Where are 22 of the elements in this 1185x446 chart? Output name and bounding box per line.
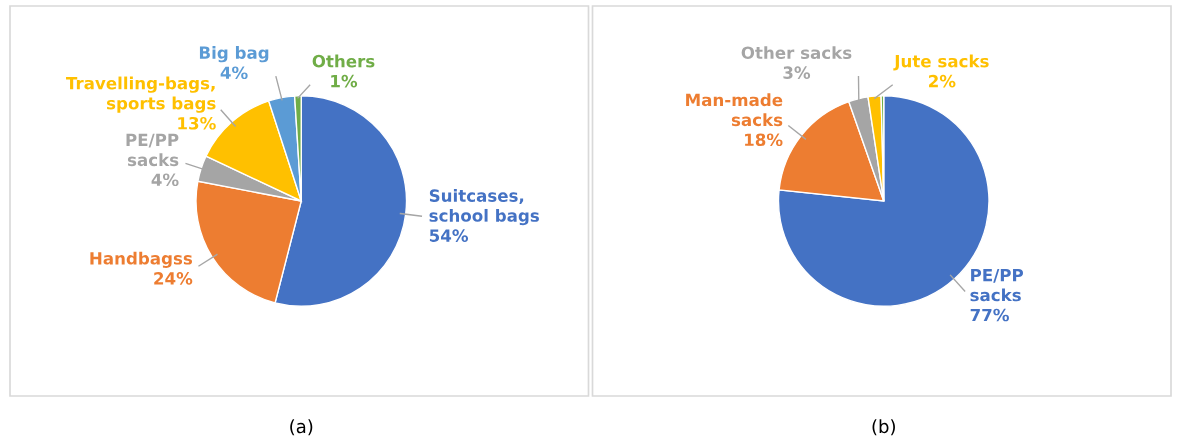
text: (a) [290,419,313,436]
data-label: 24% [154,272,193,285]
slice-label: Suitcases, school bags [429,189,539,226]
data-label: 4% [220,66,248,80]
data-label: 4% [151,173,179,187]
data-label: 3% [783,66,811,79]
text: (b) [872,419,895,436]
slice-label: Man-made sacks [686,93,783,127]
slice-label: Others [312,54,375,68]
slice-label: PE/PP sacks [126,133,179,167]
data-label: 13% [178,116,216,130]
data-label: 18% [745,133,783,147]
slice-label: Travelling-bags, sports bags [66,76,216,113]
data-label: 54% [429,229,469,242]
slice-label: Jute sacks [893,54,989,71]
slice-label: Handbagss [90,251,193,268]
slice-label: Other sacks [741,46,852,60]
slice-label: PE/PP sacks [970,269,1024,302]
data-label: 77% [970,308,1009,322]
data-label: 1% [331,74,358,88]
data-label: 2% [929,74,956,88]
slice-label: Big bag [199,46,269,63]
